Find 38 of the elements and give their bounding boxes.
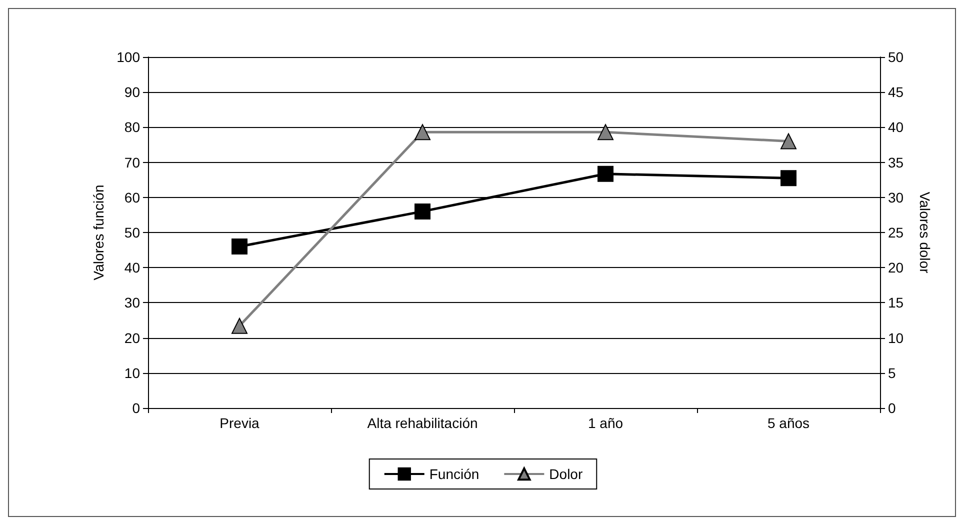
y2-tick-label: 25 [888, 224, 904, 240]
point [780, 170, 796, 186]
y-tick-label: 90 [124, 84, 140, 100]
y-tick-label: 50 [124, 224, 140, 240]
y2-tick-label: 15 [888, 294, 904, 311]
y-tick-label: 40 [124, 260, 140, 276]
legend-label: Función [429, 466, 480, 482]
x-tick-label: Alta rehabilitación [367, 415, 478, 431]
y-tick-label: 80 [124, 119, 140, 136]
point [232, 318, 248, 334]
y2-tick-label: 0 [888, 400, 896, 416]
y2-tick-label: 30 [888, 189, 904, 206]
x-tick-label: 1 año [588, 415, 624, 431]
y2-tick-label: 20 [888, 260, 904, 276]
x-tick-label: Previa [220, 415, 260, 431]
y2-tick-label: 45 [888, 84, 904, 100]
y-tick-label: 10 [124, 364, 140, 381]
y2-tick-label: 40 [888, 119, 904, 136]
point [598, 166, 614, 182]
point [780, 133, 796, 150]
y-tick-label: 100 [116, 49, 140, 65]
y-tick-label: 60 [124, 189, 140, 206]
y-tick-label: 20 [124, 330, 140, 346]
point [232, 238, 248, 255]
legend-label: Dolor [549, 466, 583, 482]
y2-axis-title: Valores dolor [917, 192, 933, 274]
point [598, 124, 614, 140]
y-axis-title: Valores función [90, 184, 107, 280]
y2-tick-label: 5 [888, 364, 896, 381]
y-tick-label: 70 [124, 154, 140, 170]
y2-tick-label: 35 [888, 154, 904, 170]
y2-tick-label: 10 [888, 330, 904, 346]
y-tick-label: 0 [132, 400, 140, 416]
point [414, 203, 430, 220]
y-tick-label: 30 [124, 294, 140, 311]
x-tick-label: 5 años [767, 415, 810, 431]
point [414, 124, 430, 140]
y2-tick-label: 50 [888, 49, 904, 65]
